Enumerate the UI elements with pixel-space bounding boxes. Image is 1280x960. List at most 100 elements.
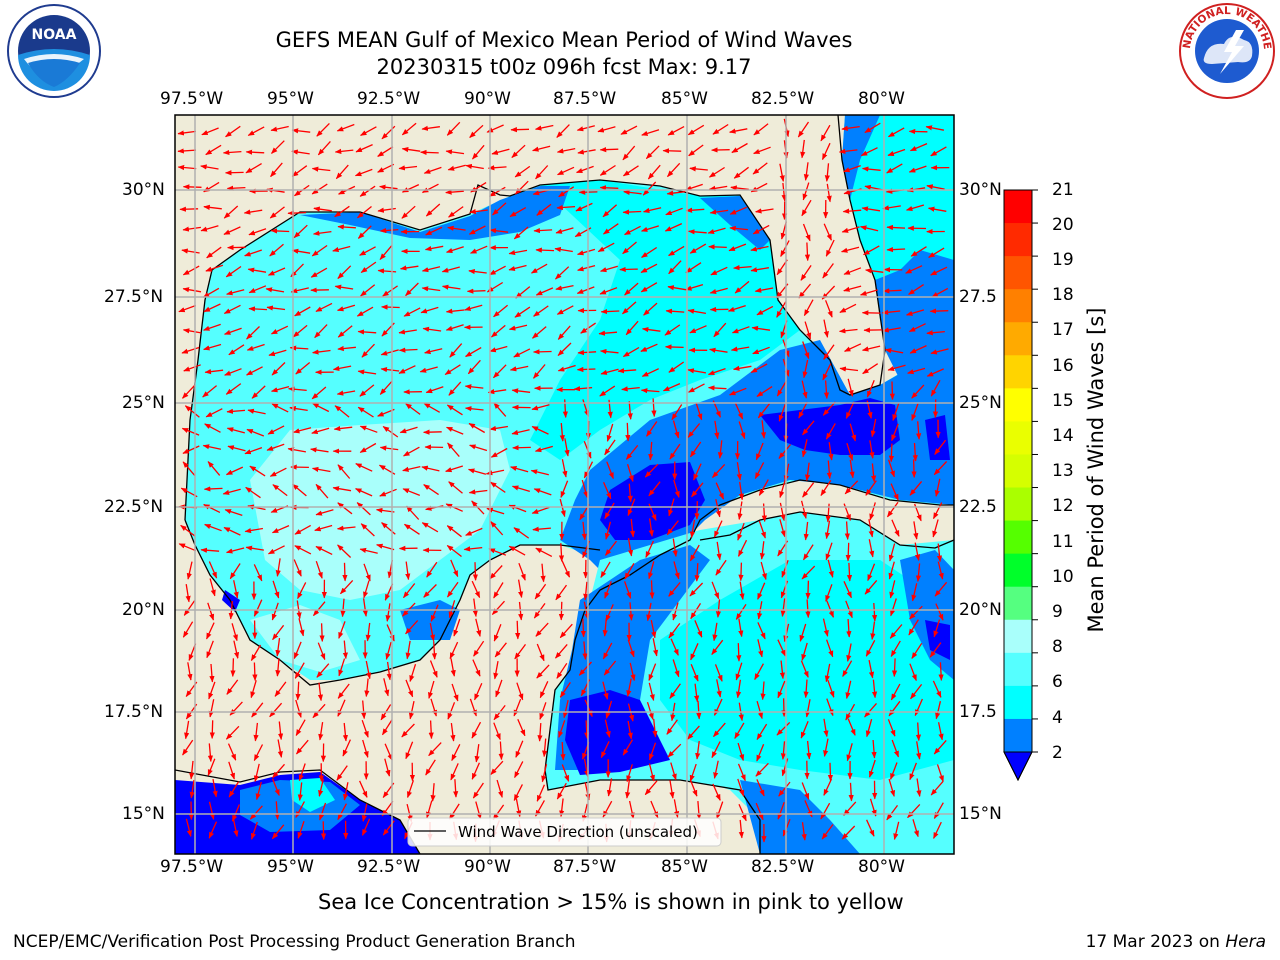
wind-wave-arrow: [890, 640, 901, 657]
wind-wave-arrow: [756, 744, 765, 762]
wind-wave-arrow: [200, 547, 220, 553]
wind-wave-arrow: [672, 602, 679, 621]
wind-wave-arrow: [802, 341, 810, 360]
wind-wave-arrow: [231, 623, 238, 642]
wind-wave-arrow: [311, 244, 328, 257]
wind-wave-arrow: [779, 502, 786, 522]
wind-wave-arrow: [672, 538, 678, 558]
wind-wave-arrow: [802, 482, 815, 498]
wind-wave-arrow: [912, 442, 918, 462]
wind-wave-arrow: [275, 638, 281, 657]
wind-wave-arrow: [561, 764, 570, 782]
wind-wave-arrow: [889, 580, 896, 599]
wind-wave-arrow: [907, 367, 926, 375]
wind-wave-arrow: [266, 305, 286, 311]
wind-wave-arrow: [253, 763, 260, 783]
wind-wave-arrow: [514, 761, 524, 779]
wind-wave-arrow: [820, 124, 831, 142]
wind-wave-arrow: [337, 265, 352, 279]
wind-wave-arrow: [441, 266, 460, 273]
wind-wave-arrow: [627, 401, 633, 420]
wind-wave-arrow: [708, 185, 728, 191]
wind-wave-arrow: [448, 600, 456, 619]
wind-wave-arrow: [916, 741, 922, 760]
wind-wave-arrow: [888, 543, 896, 562]
wind-wave-arrow: [310, 447, 329, 453]
wind-wave-arrow: [493, 722, 501, 741]
wind-wave-arrow: [291, 149, 310, 155]
wind-wave-arrow: [471, 721, 482, 739]
wind-wave-arrow: [882, 205, 901, 211]
wind-wave-arrow: [228, 761, 235, 780]
wind-wave-arrow: [576, 125, 595, 132]
wind-wave-arrow: [557, 325, 571, 340]
wind-wave-arrow: [626, 464, 634, 483]
wind-wave-arrow: [844, 521, 850, 540]
wind-wave-arrow: [508, 249, 528, 256]
wind-wave-arrow: [575, 165, 594, 174]
wind-wave-arrow: [444, 364, 461, 376]
wind-wave-arrow: [644, 463, 659, 478]
wind-wave-arrow: [403, 523, 420, 535]
wind-wave-arrow: [824, 520, 831, 540]
wind-wave-arrow: [823, 738, 829, 757]
wind-wave-arrow: [713, 520, 723, 538]
wind-wave-arrow: [861, 166, 881, 172]
wind-wave-arrow: [226, 408, 246, 414]
wind-wave-arrow: [337, 325, 353, 338]
wind-wave-arrow: [599, 147, 619, 153]
wind-wave-arrow: [845, 542, 851, 562]
wind-wave-arrow: [312, 703, 326, 719]
wind-wave-arrow: [508, 324, 528, 331]
wind-wave-arrow: [688, 144, 704, 157]
wind-wave-arrow: [208, 699, 215, 718]
wind-wave-arrow: [509, 365, 529, 372]
wind-wave-arrow: [694, 683, 700, 703]
wind-wave-arrow: [469, 444, 488, 452]
colorbar-segment: [1004, 289, 1032, 323]
footer-date-text: 17 Mar 2023 on: [1085, 932, 1226, 952]
wind-wave-arrow: [493, 402, 507, 417]
wind-wave-arrow: [359, 547, 378, 554]
wind-wave-arrow: [265, 287, 285, 293]
colorbar-segment: [1004, 223, 1032, 257]
wind-wave-arrow: [823, 223, 832, 241]
x-tick-top: 97.5°W: [160, 89, 224, 109]
wind-wave-arrow: [421, 266, 441, 273]
x-tick-bottom: 87.5°W: [553, 857, 617, 877]
wind-wave-arrow: [342, 739, 351, 757]
wind-wave-arrow: [688, 383, 705, 393]
wind-wave-arrow: [316, 663, 330, 678]
wind-wave-arrow: [602, 204, 618, 218]
wind-wave-arrow: [202, 287, 220, 298]
y-tick-left: 20°N: [122, 600, 165, 620]
wind-wave-arrow: [204, 423, 221, 433]
wind-wave-arrow: [709, 209, 729, 215]
wind-wave-arrow: [360, 523, 375, 537]
wind-wave-arrow: [297, 582, 307, 600]
x-tick-top: 80°W: [858, 89, 905, 109]
wind-wave-arrow: [824, 300, 833, 318]
wind-wave-arrow: [576, 286, 595, 295]
wind-wave-arrow: [935, 603, 944, 621]
wind-wave-arrow: [182, 384, 196, 399]
wind-wave-arrow: [908, 165, 927, 173]
wind-wave-arrow: [540, 563, 546, 583]
wind-wave-arrows: [177, 118, 950, 843]
wind-wave-arrow: [445, 465, 463, 473]
wind-wave-arrow: [937, 722, 944, 741]
colorbar-segment: [1004, 487, 1032, 522]
wind-wave-arrow: [908, 619, 919, 636]
wind-wave-arrow: [182, 621, 194, 638]
wind-wave-arrow: [182, 287, 202, 293]
wind-wave-arrow: [752, 162, 768, 175]
wind-wave-arrow: [490, 760, 504, 775]
wind-wave-arrow: [466, 288, 486, 294]
wind-wave-arrow: [930, 379, 941, 397]
wind-wave-arrow: [671, 404, 683, 421]
wind-wave-arrow: [688, 229, 707, 235]
wind-wave-arrow: [599, 348, 619, 355]
wind-wave-arrow: [200, 225, 219, 232]
wind-wave-arrow: [403, 307, 421, 317]
wind-wave-arrow: [275, 558, 281, 577]
